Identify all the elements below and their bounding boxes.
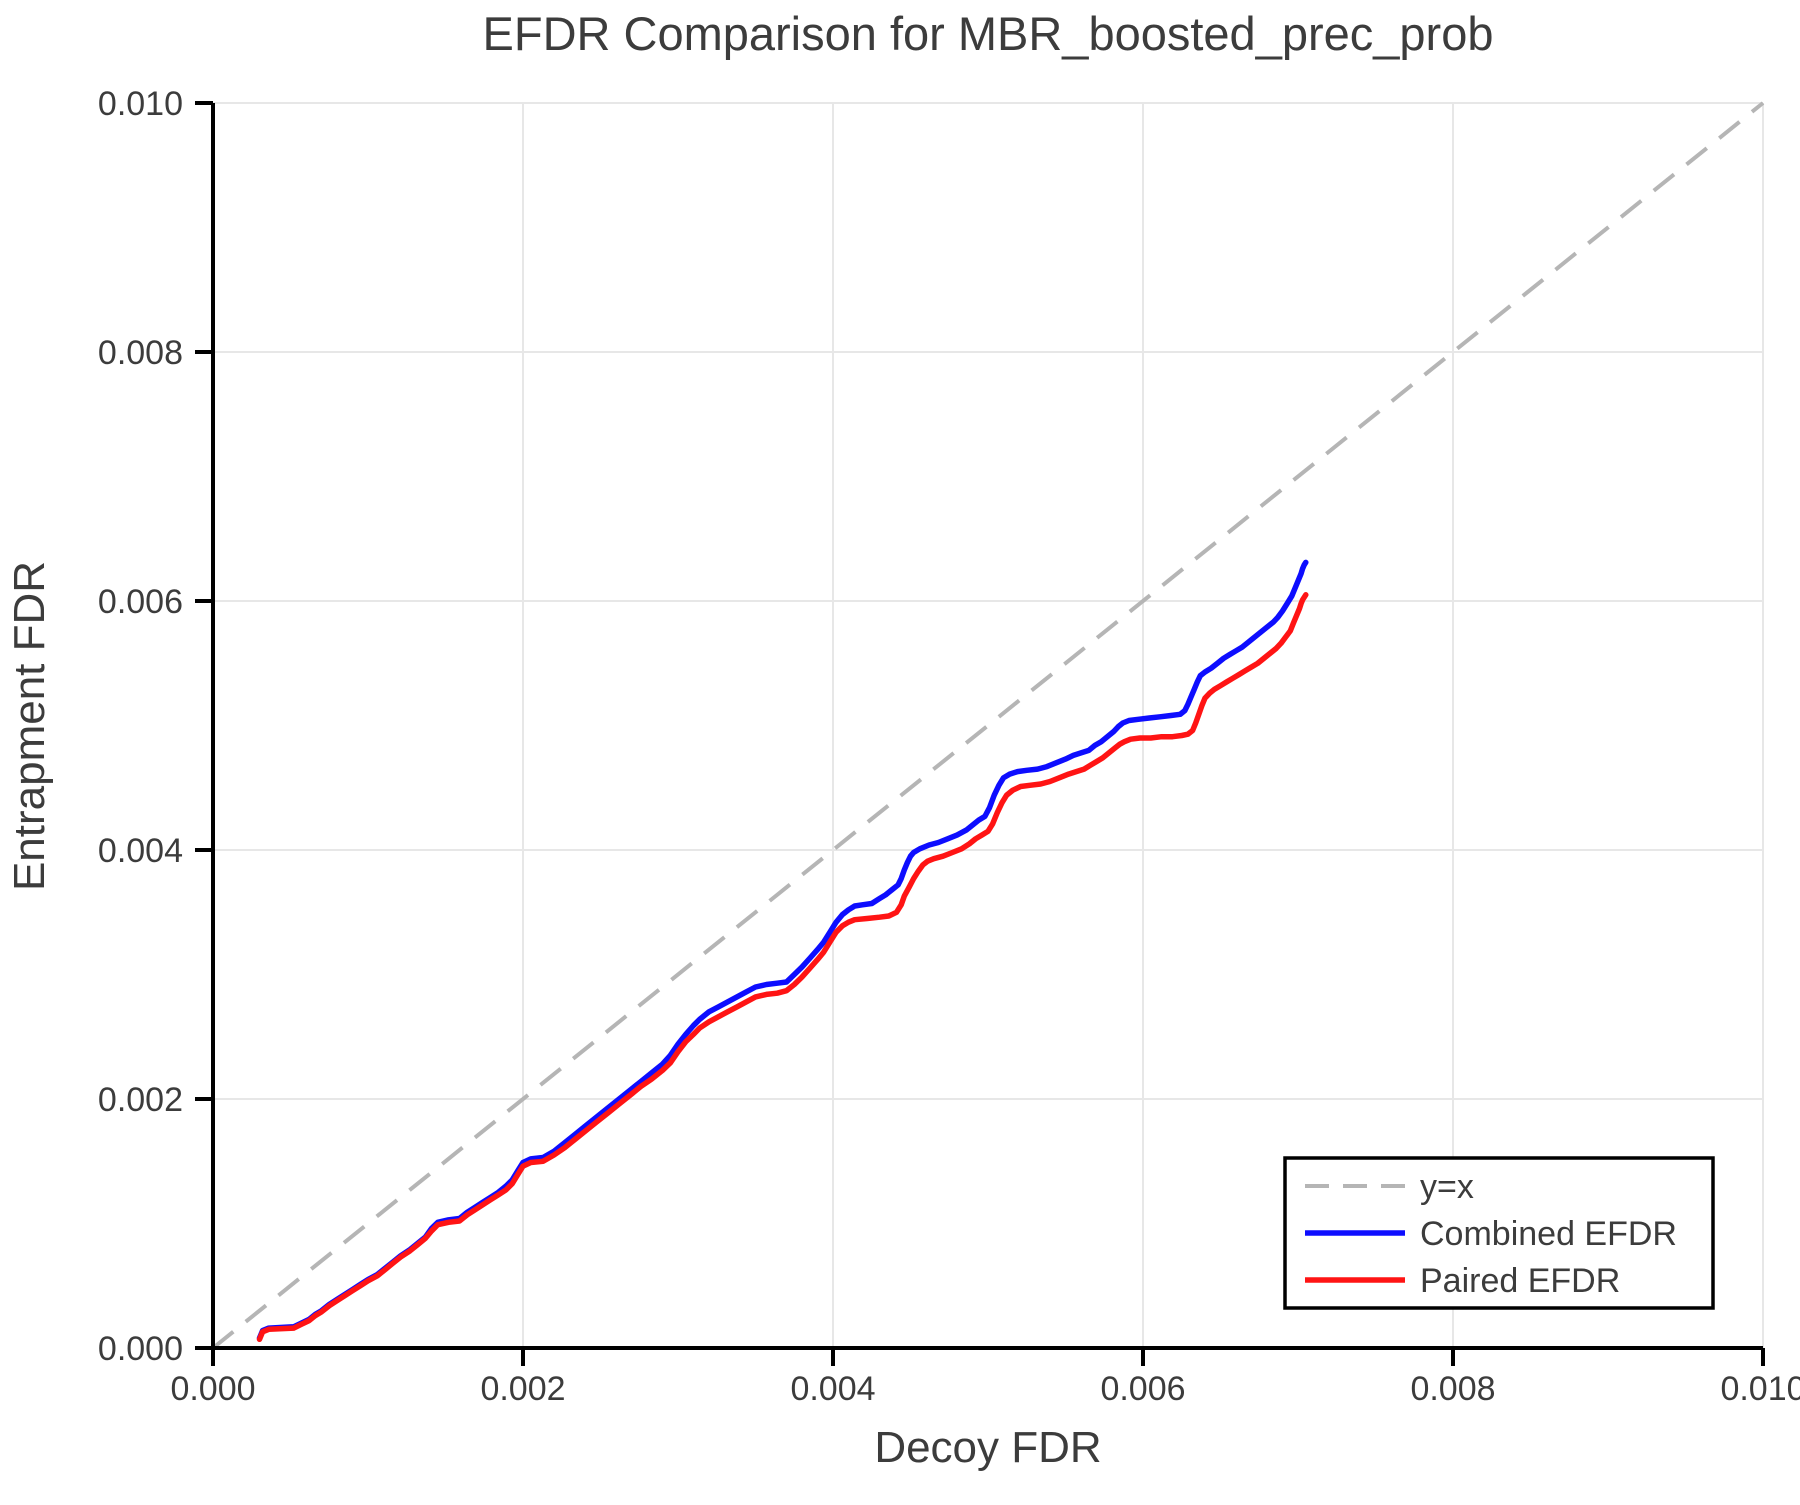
x-tick-label: 0.000 (170, 1370, 255, 1408)
legend: y=x Combined EFDR Paired EFDR (1283, 1156, 1715, 1310)
y-tick-label: 0.002 (98, 1081, 183, 1119)
paired-efdr-line (256, 592, 1309, 1343)
x-tick-label: 0.002 (480, 1370, 565, 1408)
y-tick-label: 0.000 (98, 1330, 183, 1368)
x-tick-label: 0.010 (1720, 1370, 1800, 1408)
legend-item-combined-efdr: Combined EFDR (1305, 1215, 1677, 1253)
combined-efdr-line (256, 559, 1309, 1341)
legend-item-y-equals-x: y=x (1305, 1168, 1474, 1206)
x-axis-label: Decoy FDR (874, 1423, 1101, 1472)
y-equals-x-line (211, 101, 1765, 1350)
legend-label-paired-efdr: Paired EFDR (1420, 1262, 1620, 1300)
axes-spines-and-ticks (195, 101, 1765, 1366)
legend-label-y-equals-x: y=x (1420, 1168, 1474, 1206)
tick-labels: 0.000 0.002 0.004 0.006 0.008 0.010 0.000 0.002… (98, 85, 1800, 1408)
x-tick-label: 0.006 (1100, 1370, 1185, 1408)
legend-item-paired-efdr: Paired EFDR (1305, 1262, 1620, 1300)
y-tick-label: 0.008 (98, 334, 183, 372)
y-tick-label: 0.010 (98, 85, 183, 123)
x-tick-label: 0.008 (1410, 1370, 1495, 1408)
legend-label-combined-efdr: Combined EFDR (1420, 1215, 1677, 1253)
y-tick-label: 0.004 (98, 832, 183, 870)
chart-title: EFDR Comparison for MBR_boosted_prec_pro… (483, 7, 1494, 60)
y-axis-label: Entrapment FDR (5, 561, 54, 891)
gridlines (213, 102, 1764, 1348)
x-tick-label: 0.004 (790, 1370, 875, 1408)
y-tick-label: 0.006 (98, 583, 183, 621)
